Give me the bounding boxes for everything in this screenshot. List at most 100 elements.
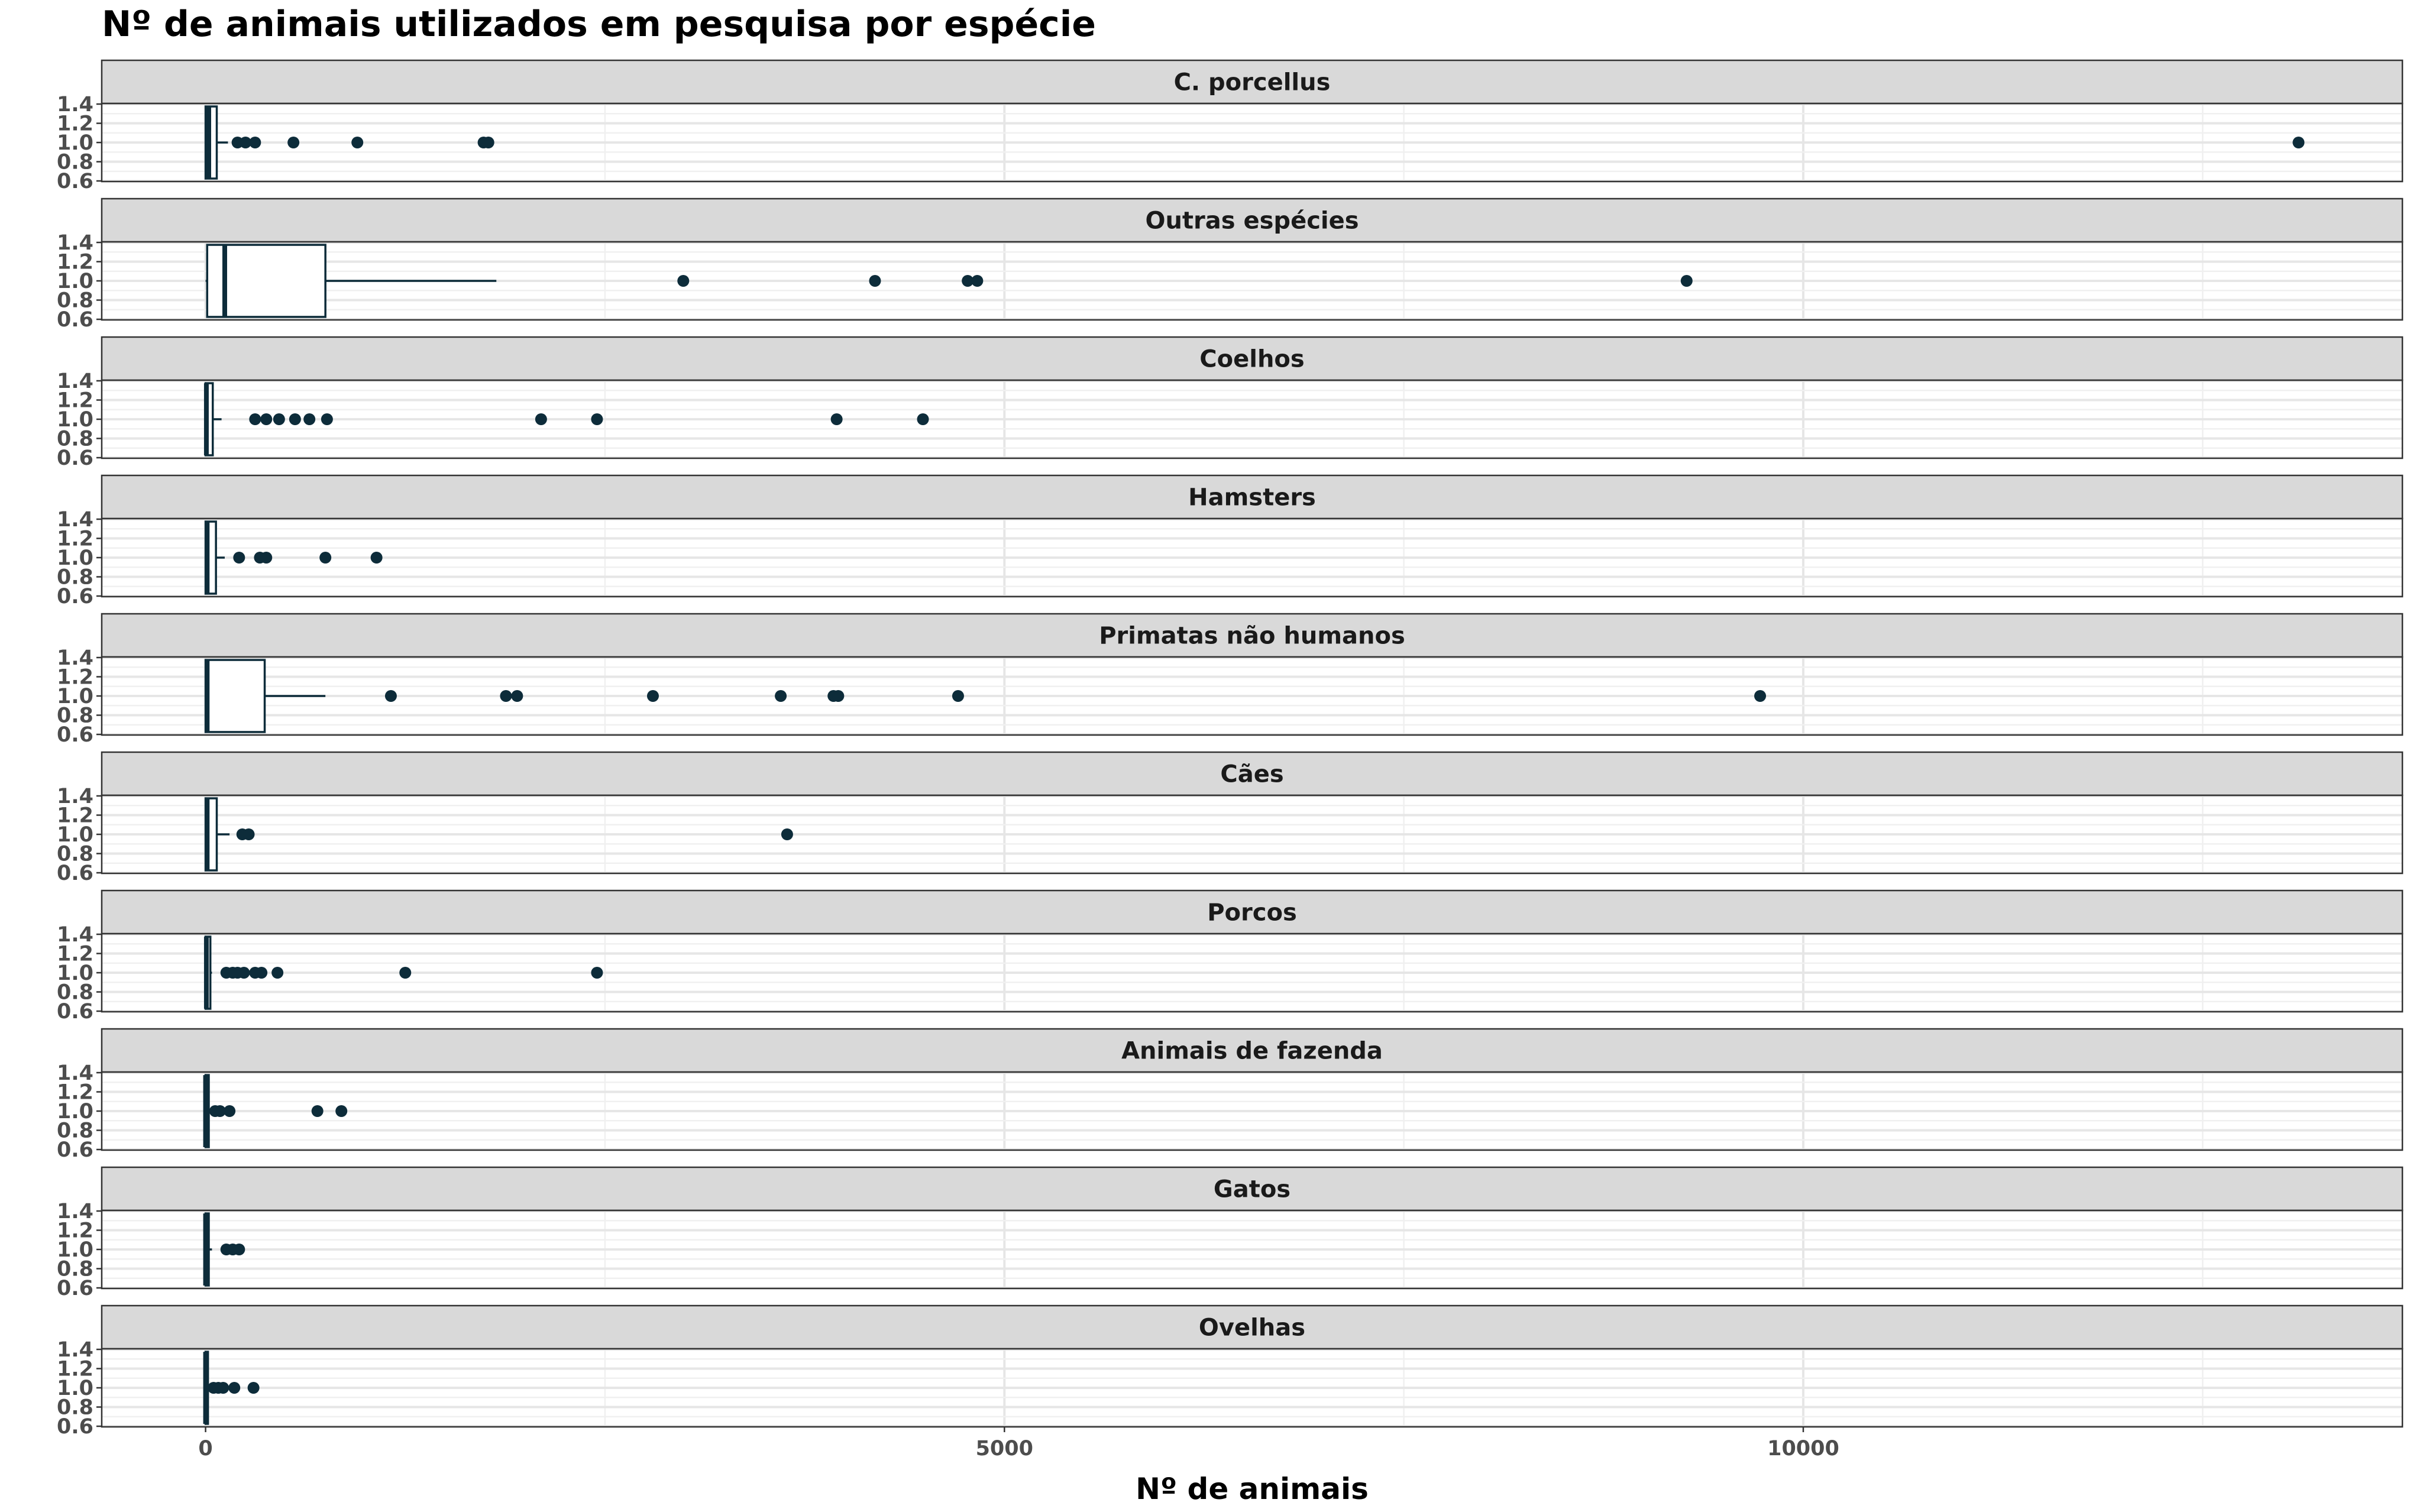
panel-border (101, 1071, 2404, 1151)
y-tick-label: 0.8 (57, 981, 93, 1005)
outlier-point (2292, 137, 2305, 148)
facet-strip-label: Cães (1220, 761, 1283, 788)
outlier-point (832, 690, 845, 702)
y-tick-label: 1.0 (57, 131, 93, 155)
outlier-point (303, 413, 316, 425)
y-tick-label: 0.6 (57, 446, 93, 470)
box (204, 659, 266, 733)
y-tick-label: 1.2 (57, 666, 93, 689)
outlier-point (677, 275, 690, 287)
x-axis-label: Nº de animais (1136, 1472, 1369, 1506)
facet-panel: Porcos 0.60.81.01.21.4 (57, 889, 2404, 1024)
y-tick-label: 0.6 (57, 862, 93, 885)
y-tick-label: 1.2 (57, 1219, 93, 1243)
y-tick-label: 0.8 (57, 1119, 93, 1143)
y-tick-label: 0.6 (57, 1138, 93, 1162)
y-tick-label: 1.0 (57, 270, 93, 293)
outlier-point (319, 552, 332, 564)
y-tick-label: 1.4 (57, 231, 93, 255)
facet-panel: Hamsters 0.60.81.01.21.4 (57, 474, 2404, 608)
outlier-point (591, 413, 603, 425)
panel-border (101, 656, 2404, 736)
outlier-point (224, 1105, 236, 1117)
y-tick-label: 1.0 (57, 1377, 93, 1400)
y-tick-label: 0.8 (57, 289, 93, 313)
y-tick-label: 0.8 (57, 151, 93, 174)
outlier-point (249, 137, 261, 148)
outlier-point (238, 967, 250, 979)
outlier-point (240, 137, 252, 148)
y-tick-label: 0.8 (57, 1258, 93, 1281)
x-tick-label: 5000 (976, 1437, 1033, 1461)
facet-strip-label: Ovelhas (1199, 1314, 1305, 1342)
x-tick-label: 10000 (1767, 1437, 1839, 1461)
outlier-point (1754, 690, 1767, 702)
facet-strip (101, 751, 2404, 797)
outlier-point (830, 413, 843, 425)
y-tick-label: 1.4 (57, 923, 93, 947)
y-tick-label: 0.8 (57, 428, 93, 451)
y-tick-label: 1.4 (57, 93, 93, 116)
y-tick-label: 1.4 (57, 646, 93, 670)
y-tick-label: 1.4 (57, 1338, 93, 1362)
outlier-point (971, 275, 984, 287)
facet-strip-label: Coelhos (1199, 346, 1304, 373)
facet-panel: Cães 0.60.81.01.21.4 (57, 751, 2404, 885)
outlier-point (781, 828, 793, 840)
y-tick-label: 1.2 (57, 389, 93, 413)
panel-border (101, 933, 2404, 1013)
outlier-point (273, 413, 285, 425)
outlier-point (869, 275, 881, 287)
facet-panel: Gatos 0.60.81.01.21.4 (57, 1166, 2404, 1300)
facet-strip (101, 336, 2404, 381)
y-tick-label: 0.8 (57, 843, 93, 866)
y-tick-label: 0.6 (57, 1000, 93, 1024)
y-tick-label: 1.2 (57, 943, 93, 966)
y-tick-label: 1.0 (57, 961, 93, 985)
chart-title: Nº de animais utilizados em pesquisa por… (102, 4, 1096, 45)
outlier-point (228, 1382, 241, 1394)
outlier-point (233, 1244, 245, 1255)
outlier-point (370, 552, 383, 564)
outlier-point (233, 552, 245, 564)
facet-panel: C. porcellus 0.60.81.01.21.4 (57, 59, 2404, 193)
y-tick-label: 1.4 (57, 1200, 93, 1223)
outlier-point (646, 690, 659, 702)
y-tick-label: 1.2 (57, 251, 93, 274)
panel-border (101, 1348, 2404, 1428)
panel-border (101, 379, 2404, 459)
outlier-point (287, 137, 300, 148)
outlier-point (311, 1105, 324, 1117)
y-tick-label: 0.8 (57, 704, 93, 728)
facet-strip-label: Outras espécies (1145, 208, 1359, 235)
outlier-point (535, 413, 547, 425)
panel-border (101, 794, 2404, 875)
y-tick-label: 1.2 (57, 1358, 93, 1381)
outlier-point (482, 137, 494, 148)
x-tick-label: 0 (198, 1437, 212, 1461)
y-tick-label: 1.2 (57, 112, 93, 136)
outlier-point (247, 1382, 260, 1394)
facet-strip-label: Porcos (1207, 899, 1297, 927)
facet-panel: Animais de fazenda 0.60.81.01.21.4 (57, 1028, 2404, 1162)
outlier-point (952, 690, 964, 702)
y-tick-label: 1.4 (57, 508, 93, 532)
y-tick-label: 0.6 (57, 308, 93, 332)
y-tick-label: 1.4 (57, 785, 93, 808)
outlier-point (917, 413, 929, 425)
panel-border (101, 1209, 2404, 1290)
facet-strip-label: C. porcellus (1174, 69, 1331, 96)
facet-strip (101, 1304, 2404, 1350)
facet-strip-label: Hamsters (1188, 484, 1316, 511)
y-tick-label: 1.2 (57, 527, 93, 551)
outlier-point (775, 690, 787, 702)
outlier-point (384, 690, 397, 702)
y-tick-label: 1.0 (57, 1238, 93, 1262)
facet-strip (101, 889, 2404, 935)
outlier-point (214, 1105, 226, 1117)
outlier-point (289, 413, 301, 425)
outlier-point (260, 552, 273, 564)
y-tick-label: 0.6 (57, 1277, 93, 1300)
facet-strip-label: Primatas não humanos (1099, 623, 1405, 650)
facet-strip (101, 59, 2404, 105)
